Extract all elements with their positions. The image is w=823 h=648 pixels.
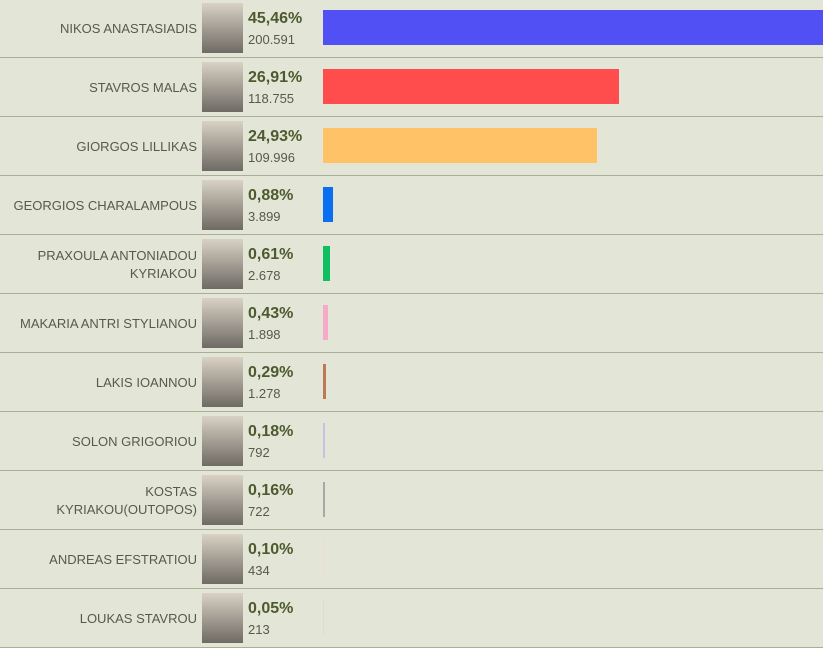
- percent-label: 0,61%: [248, 246, 294, 263]
- percent-label: 0,88%: [248, 187, 294, 204]
- vote-count: 434: [248, 563, 270, 578]
- percent-label: 0,05%: [248, 600, 294, 617]
- candidate-photo: [202, 62, 243, 112]
- vote-count: 118.755: [248, 91, 295, 106]
- percent-label: 0,16%: [248, 482, 294, 499]
- bar: [323, 69, 619, 104]
- bar: [323, 541, 325, 576]
- row-separator: [0, 352, 823, 353]
- row-separator: [0, 116, 823, 117]
- candidate-name: LAKIS IOANNOU: [95, 374, 197, 390]
- candidate-photo: [202, 298, 243, 348]
- vote-count: 109.996: [248, 150, 295, 165]
- candidate-photo: [202, 593, 243, 643]
- candidate-photo: [202, 475, 243, 525]
- percent-label: 0,18%: [248, 423, 294, 440]
- bar: [323, 128, 598, 163]
- percent-label: 26,91%: [248, 69, 303, 86]
- candidate-name: PRAXOULA ANTONIADOU KYRIAKOU: [37, 247, 197, 281]
- row-separator: [0, 57, 823, 58]
- row-separator: [0, 175, 823, 176]
- candidate-photo: [202, 180, 243, 230]
- candidate-photo: [202, 121, 243, 171]
- candidate-name: NIKOS ANASTASIADIS: [59, 20, 197, 36]
- vote-count: 792: [248, 445, 270, 460]
- row-separator: [0, 293, 823, 294]
- vote-count: 1.898: [248, 327, 281, 342]
- row-separator: [0, 234, 823, 235]
- candidate-name: LOUKAS STAVROU: [79, 610, 197, 626]
- bar: [323, 423, 325, 458]
- bar: [323, 600, 324, 635]
- bar: [323, 482, 325, 517]
- candidate-name: MAKARIA ANTRI STYLIANOU: [20, 315, 197, 331]
- vote-count: 722: [248, 504, 270, 519]
- candidate-name: KOSTAS KYRIAKOU(OUTOPOS): [56, 483, 197, 517]
- candidate-photo: [202, 416, 243, 466]
- row-separator: [0, 588, 823, 589]
- vote-count: 213: [248, 622, 270, 637]
- vote-count: 2.678: [248, 268, 281, 283]
- bar: [323, 305, 328, 340]
- bar: [323, 10, 823, 45]
- candidate-photo: [202, 239, 243, 289]
- candidate-name: STAVROS MALAS: [89, 79, 197, 95]
- candidate-photo: [202, 3, 243, 53]
- vote-count: 200.591: [248, 32, 295, 47]
- bar: [323, 364, 327, 399]
- bar: [323, 187, 333, 222]
- candidate-name: SOLON GRIGORIOU: [72, 433, 197, 449]
- row-separator: [0, 470, 823, 471]
- vote-count: 1.278: [248, 386, 281, 401]
- percent-label: 0,10%: [248, 541, 294, 558]
- candidate-photo: [202, 357, 243, 407]
- row-separator: [0, 529, 823, 530]
- candidate-photo: [202, 534, 243, 584]
- candidate-name: GEORGIOS CHARALAMPOUS: [13, 197, 197, 213]
- percent-label: 24,93%: [248, 128, 303, 145]
- percent-label: 0,29%: [248, 364, 294, 381]
- candidate-name: ANDREAS EFSTRATIOU: [49, 551, 197, 567]
- bar: [323, 246, 330, 281]
- percent-label: 45,46%: [248, 10, 303, 27]
- row-separator: [0, 411, 823, 412]
- candidate-name: GIORGOS LILLIKAS: [76, 138, 197, 154]
- vote-count: 3.899: [248, 209, 281, 224]
- percent-label: 0,43%: [248, 305, 294, 322]
